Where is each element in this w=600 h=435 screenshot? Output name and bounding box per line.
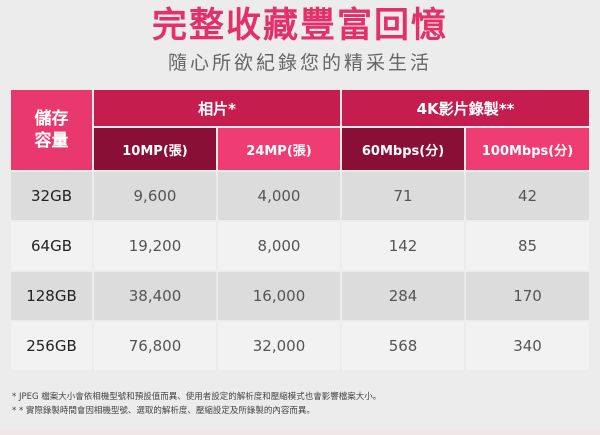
table-row: 256GB 76,800 32,000 568 340 [11,321,590,372]
column-header-10mp: 10MP(張) [93,127,218,172]
table-cell: 9,600 [93,171,218,222]
table-cell: 85 [465,221,590,272]
capacity-header-line1: 儲存 [34,109,69,129]
table-row: 32GB 9,600 4,000 71 42 [11,171,590,222]
column-header-24mp: 24MP(張) [217,127,343,172]
table-cell: 284 [341,271,467,322]
capacity-header: 儲存 容量 [11,90,94,172]
footnotes: * JPEG 檔案大小會依相機型號和預設值而異、使用者設定的解析度和壓縮模式也會… [12,390,592,418]
row-capacity: 32GB [11,171,94,222]
page-subtitle: 隨心所欲紀錄您的精采生活 [167,52,432,74]
table-cell: 142 [341,221,467,272]
table-cell: 170 [465,271,590,322]
row-capacity: 128GB [11,271,94,322]
table-cell: 71 [341,171,467,222]
page-title: 完整收藏豐富回憶 [151,6,448,46]
table-cell: 568 [341,321,467,372]
table-cell: 16,000 [217,271,343,322]
footnote-photo: * JPEG 檔案大小會依相機型號和預設值而異、使用者設定的解析度和壓縮模式也會… [12,392,382,402]
table-cell: 32,000 [217,321,343,372]
column-header-60mbps: 60Mbps(分) [341,127,467,172]
table-cell: 76,800 [93,321,218,372]
bottom-band [0,429,600,435]
table-row: 128GB 38,400 16,000 284 170 [11,271,590,322]
capacity-table: 儲存 容量 相片* 4K影片錄製** 10MP(張) 24MP(張) 60Mbp… [11,90,590,372]
footnote-video: * * 實際錄製時間會因相機型號、選取的解析度、壓縮設定及所錄製的內容而異。 [12,406,315,416]
table-row: 64GB 19,200 8,000 142 85 [11,221,590,272]
column-header-100mbps: 100Mbps(分) [465,127,590,172]
table-cell: 8,000 [217,221,343,272]
row-capacity: 256GB [11,321,94,372]
table-cell: 19,200 [93,221,218,272]
row-capacity: 64GB [11,221,94,272]
table-cell: 38,400 [93,271,218,322]
capacity-header-line2: 容量 [34,131,69,151]
group-header-photo: 相片* [93,90,343,128]
table-cell: 4,000 [217,171,343,222]
group-header-4k-video: 4K影片錄製** [341,90,590,128]
table-cell: 42 [465,171,590,222]
table-cell: 340 [465,321,590,372]
